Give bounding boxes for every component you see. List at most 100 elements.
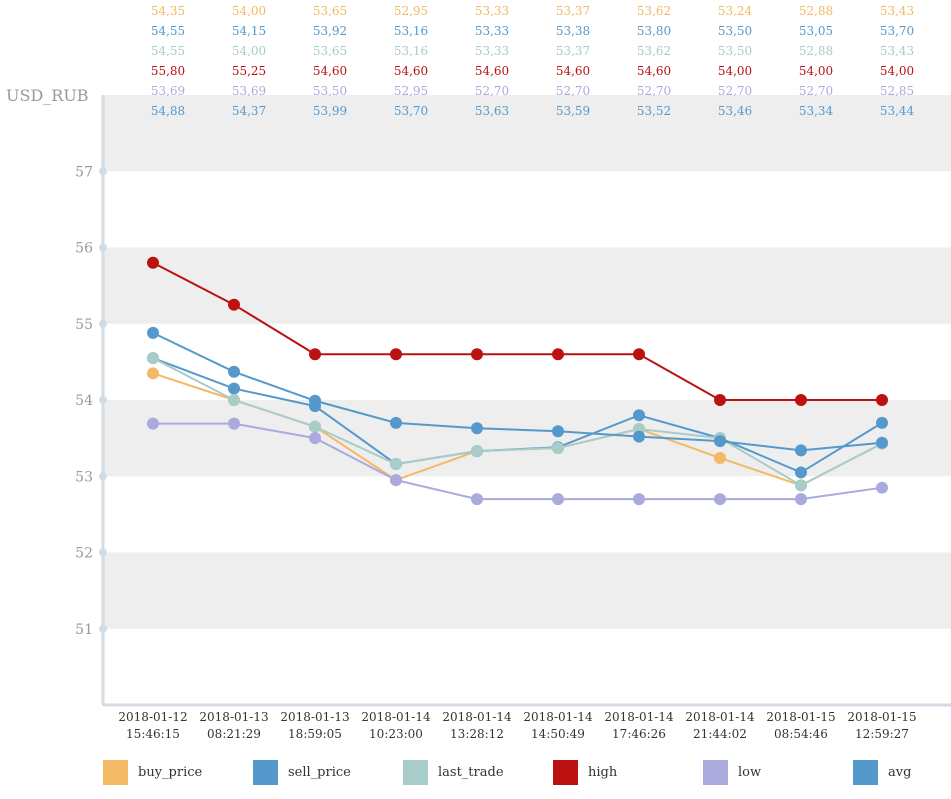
x-tick-label: 2018-01-14 xyxy=(523,710,593,724)
data-point xyxy=(390,348,402,361)
data-point xyxy=(228,417,240,430)
data-point xyxy=(714,435,726,448)
value-label: 52,95 xyxy=(394,4,428,18)
legend-label: last_trade xyxy=(438,764,504,780)
series-low xyxy=(147,417,888,506)
data-point xyxy=(309,432,321,445)
legend-label: low xyxy=(738,764,762,780)
y-axis-label: USD_RUB xyxy=(6,86,89,105)
data-point xyxy=(552,493,564,506)
axes: USD_RUB 51 52 53 54 55 56 57 2018-01-12 15:46:15… xyxy=(6,86,951,741)
series-avg xyxy=(147,326,888,457)
value-table: 54,35 54,00 53,65 52,95 53,33 53,37 53,62 53,24… xyxy=(151,4,915,118)
value-label: 54,60 xyxy=(637,64,671,78)
value-label: 53,99 xyxy=(313,104,347,118)
data-point xyxy=(147,256,159,269)
legend-swatch xyxy=(553,759,578,785)
data-point xyxy=(228,382,240,395)
legend-label: avg xyxy=(888,764,912,780)
data-point xyxy=(714,451,726,464)
series-high xyxy=(147,256,888,406)
x-tick-label: 17:46:26 xyxy=(612,727,666,741)
y-tick-label: 57 xyxy=(75,164,93,180)
data-point xyxy=(228,365,240,378)
data-point xyxy=(633,409,645,422)
value-label: 52,70 xyxy=(556,84,590,98)
value-label: 54,55 xyxy=(151,24,185,38)
y-tick-label: 53 xyxy=(75,469,93,485)
legend-swatch xyxy=(703,759,728,785)
data-point xyxy=(876,416,888,429)
legend-item-sell_price: sell_price xyxy=(253,758,351,786)
value-label: 54,55 xyxy=(151,44,185,58)
grid-band xyxy=(103,95,951,172)
value-label: 52,88 xyxy=(799,44,833,58)
series-line xyxy=(152,331,883,452)
value-label: 53,50 xyxy=(313,84,347,98)
series-line xyxy=(152,357,883,487)
value-label: 53,80 xyxy=(637,24,671,38)
data-point xyxy=(390,474,402,487)
legend-swatch xyxy=(853,759,878,785)
value-label: 55,80 xyxy=(151,64,185,78)
value-label: 54,60 xyxy=(475,64,509,78)
data-point xyxy=(795,394,807,406)
value-label: 52,70 xyxy=(718,84,752,98)
x-tick-label: 13:28:12 xyxy=(450,727,504,741)
series-line xyxy=(153,422,883,501)
data-point xyxy=(147,367,159,380)
legend-item-last_trade: last_trade xyxy=(403,758,504,786)
value-label: 53,38 xyxy=(556,24,590,38)
value-label: 53,05 xyxy=(799,24,833,38)
value-label: 53,16 xyxy=(394,44,428,58)
legend: buy_price sell_price last_trade high low avg xyxy=(0,758,951,788)
data-point xyxy=(471,422,483,435)
value-label: 53,50 xyxy=(718,24,752,38)
value-label: 53,46 xyxy=(718,104,752,118)
data-point xyxy=(876,481,888,494)
y-tick-dot xyxy=(99,472,107,481)
grid-bands xyxy=(103,95,951,629)
value-label: 53,37 xyxy=(556,4,590,18)
y-tick-dot xyxy=(99,624,107,633)
value-label: 52,85 xyxy=(880,84,914,98)
data-point xyxy=(309,394,321,407)
value-label: 55,25 xyxy=(232,64,266,78)
legend-item-avg: avg xyxy=(853,758,911,786)
value-label: 53,62 xyxy=(637,4,671,18)
y-tick-label: 55 xyxy=(75,317,93,333)
value-label: 53,37 xyxy=(556,44,590,58)
value-label: 54,15 xyxy=(232,24,266,38)
data-point xyxy=(390,416,402,429)
data-point xyxy=(309,420,321,433)
x-tick-label: 10:23:00 xyxy=(369,727,423,741)
data-point xyxy=(795,479,807,492)
data-point xyxy=(147,352,159,365)
legend-label: high xyxy=(588,764,618,780)
data-point xyxy=(795,466,807,479)
grid-band xyxy=(103,552,951,629)
x-tick-label: 18:59:05 xyxy=(288,727,342,741)
data-point xyxy=(552,442,564,455)
value-label: 52,88 xyxy=(799,4,833,18)
value-label: 54,35 xyxy=(151,4,185,18)
value-label: 52,70 xyxy=(475,84,509,98)
x-tick-label: 2018-01-14 xyxy=(442,710,512,724)
x-tick-label: 2018-01-15 xyxy=(847,710,916,724)
x-tick-label: 14:50:49 xyxy=(531,727,585,741)
value-label: 53,63 xyxy=(475,104,509,118)
y-tick-dot xyxy=(99,167,107,176)
x-tick-label: 2018-01-13 xyxy=(280,710,349,724)
value-label: 52,95 xyxy=(394,84,428,98)
legend-label: sell_price xyxy=(288,764,351,780)
data-point xyxy=(471,348,483,361)
value-label: 53,44 xyxy=(880,104,915,118)
value-label: 53,59 xyxy=(556,104,590,118)
legend-item-low: low xyxy=(703,758,761,786)
x-tick-label: 15:46:15 xyxy=(126,727,180,741)
y-tick-dot xyxy=(99,243,107,252)
data-point xyxy=(714,493,726,506)
value-label: 53,33 xyxy=(475,24,509,38)
data-point xyxy=(795,493,807,506)
y-tick-label: 56 xyxy=(75,241,93,257)
